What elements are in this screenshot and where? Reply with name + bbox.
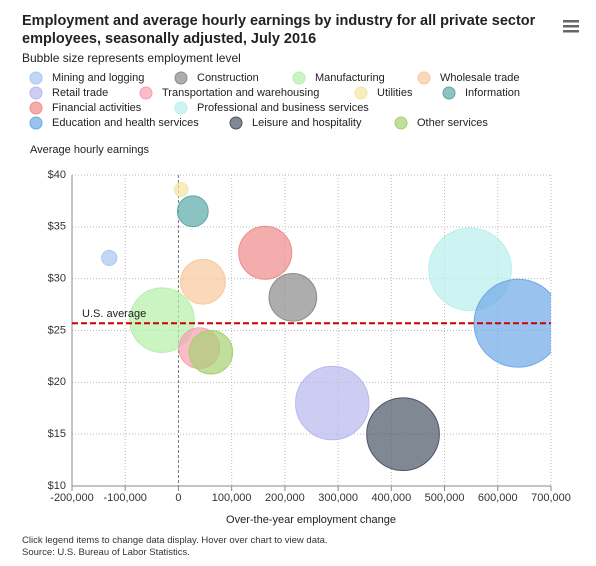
footnote: Click legend items to change data displa…	[22, 535, 328, 546]
legend-swatch[interactable]	[29, 71, 43, 85]
legend-item[interactable]: Education and health services	[29, 116, 199, 130]
bubble[interactable]	[473, 278, 562, 368]
y-tick-label: $15	[48, 428, 66, 440]
bubble[interactable]	[188, 329, 234, 375]
y-axis-title: Average hourly earnings	[30, 144, 150, 156]
y-tick-label: $35	[48, 221, 66, 233]
bubble[interactable]	[238, 225, 293, 280]
legend-item[interactable]: Transportation and warehousing	[139, 86, 319, 100]
legend-label[interactable]: Mining and logging	[52, 72, 144, 84]
x-tick-label: 400,000	[371, 492, 411, 504]
y-tick-label: $20	[48, 376, 66, 388]
legend-swatch[interactable]	[139, 86, 153, 100]
bubble[interactable]	[129, 287, 195, 353]
bubble[interactable]	[295, 365, 370, 441]
menu-button[interactable]	[562, 18, 580, 34]
bubble[interactable]	[268, 273, 318, 322]
bubble[interactable]	[366, 397, 440, 472]
legend-label[interactable]: Wholesale trade	[440, 72, 520, 84]
y-tick-label: $25	[48, 324, 66, 336]
bubble[interactable]	[101, 249, 118, 267]
reference-label: U.S. average	[82, 308, 146, 320]
legend-label[interactable]: Information	[465, 87, 520, 99]
legend-label[interactable]: Other services	[417, 117, 488, 129]
bubble[interactable]	[173, 182, 189, 197]
legend-swatch[interactable]	[29, 86, 43, 100]
legend-item[interactable]: Utilities	[354, 86, 413, 100]
chart: Average hourly earnings Over-the-year em…	[29, 18, 580, 526]
legend-label[interactable]: Leisure and hospitality	[252, 117, 362, 129]
y-tick-label: $30	[48, 273, 66, 285]
x-tick-label: 200,000	[265, 492, 305, 504]
legend-label[interactable]: Financial activities	[52, 102, 142, 114]
source-note: Source: U.S. Bureau of Labor Statistics.	[22, 547, 190, 558]
legend-label[interactable]: Retail trade	[52, 87, 108, 99]
legend-item[interactable]: Financial activities	[29, 101, 142, 115]
x-tick-label: -200,000	[50, 492, 93, 504]
legend-swatch[interactable]	[442, 86, 456, 100]
x-axis-title: Over-the-year employment change	[226, 514, 396, 526]
legend-swatch[interactable]	[417, 71, 431, 85]
legend-item[interactable]: Other services	[394, 116, 488, 130]
legend-label[interactable]: Utilities	[377, 87, 413, 99]
legend-swatch[interactable]	[354, 86, 368, 100]
legend-swatch[interactable]	[292, 71, 306, 85]
x-tick-label: 300,000	[318, 492, 358, 504]
legend-swatch[interactable]	[394, 116, 408, 130]
legend-item[interactable]: Wholesale trade	[417, 71, 520, 85]
legend-swatch[interactable]	[29, 101, 43, 115]
bubble[interactable]	[180, 258, 226, 305]
legend-item[interactable]: Manufacturing	[292, 71, 385, 85]
legend-item[interactable]: Leisure and hospitality	[229, 116, 362, 130]
legend-swatch[interactable]	[229, 116, 243, 130]
legend-item[interactable]: Construction	[174, 71, 259, 85]
legend-label[interactable]: Transportation and warehousing	[162, 87, 319, 99]
y-tick-label: $40	[48, 169, 66, 181]
x-tick-label: 600,000	[478, 492, 518, 504]
x-tick-label: 100,000	[212, 492, 252, 504]
plot-area	[101, 182, 562, 472]
legend-label[interactable]: Professional and business services	[197, 102, 369, 114]
x-tick-label: -100,000	[104, 492, 147, 504]
legend-label[interactable]: Construction	[197, 72, 259, 84]
x-tick-label: 0	[175, 492, 181, 504]
chart-subtitle: Bubble size represents employment level	[22, 51, 241, 65]
x-tick-label: 500,000	[425, 492, 465, 504]
bubble[interactable]	[176, 195, 209, 228]
legend-swatch[interactable]	[29, 116, 43, 130]
legend-item[interactable]: Retail trade	[29, 86, 108, 100]
legend-item[interactable]: Professional and business services	[174, 101, 369, 115]
legend-swatch[interactable]	[174, 71, 188, 85]
x-tick-label: 700,000	[531, 492, 571, 504]
legend-item[interactable]: Information	[442, 86, 520, 100]
chart-title: Employment and average hourly earnings b…	[22, 13, 536, 47]
y-tick-label: $10	[48, 480, 66, 492]
legend-label[interactable]: Education and health services	[52, 117, 199, 129]
legend-item[interactable]: Mining and logging	[29, 71, 144, 85]
legend-label[interactable]: Manufacturing	[315, 72, 385, 84]
legend-swatch[interactable]	[174, 101, 188, 115]
